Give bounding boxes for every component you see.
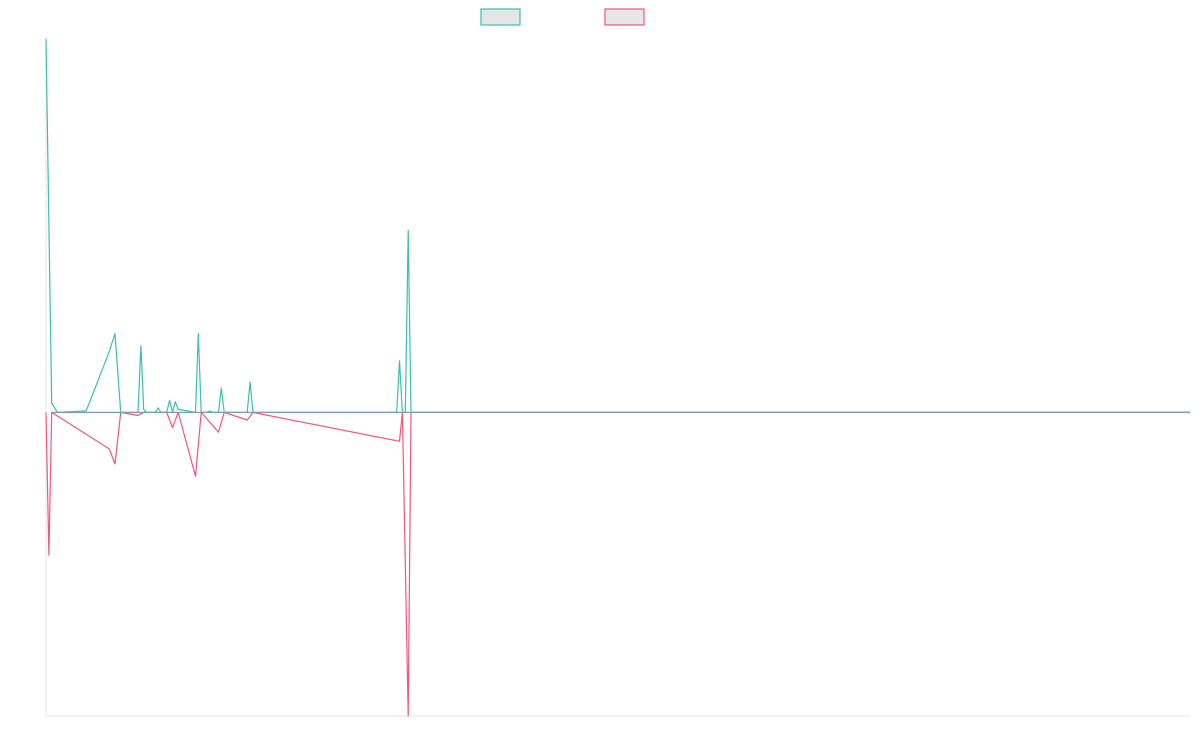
series-area-2	[46, 412, 1190, 716]
series-line-2	[45, 411, 1190, 717]
series-line-1	[45, 38, 1190, 413]
series-layer	[45, 38, 1190, 717]
series-area-1	[46, 39, 1190, 412]
axes	[45, 36, 1190, 717]
legend-swatch-2	[604, 8, 645, 26]
legend	[480, 8, 645, 26]
legend-swatch-1	[480, 8, 521, 26]
